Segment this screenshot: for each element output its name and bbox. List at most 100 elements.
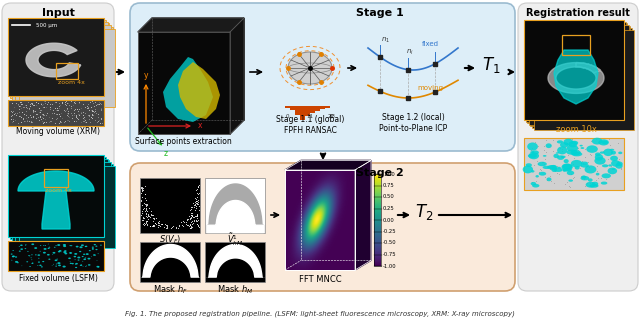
Ellipse shape bbox=[11, 260, 12, 261]
Ellipse shape bbox=[610, 156, 618, 161]
Ellipse shape bbox=[602, 164, 608, 167]
Bar bbox=[13, 161, 109, 242]
Ellipse shape bbox=[63, 251, 67, 253]
Bar bbox=[138, 32, 230, 134]
Ellipse shape bbox=[531, 182, 536, 185]
Ellipse shape bbox=[568, 141, 577, 147]
Bar bbox=[315, 106, 320, 111]
Text: Stage 2: Stage 2 bbox=[356, 168, 404, 178]
Text: 11: 11 bbox=[306, 113, 313, 119]
Ellipse shape bbox=[89, 250, 91, 251]
Ellipse shape bbox=[77, 256, 81, 258]
Ellipse shape bbox=[44, 248, 47, 250]
Bar bbox=[17, 27, 113, 105]
Ellipse shape bbox=[58, 262, 61, 264]
Ellipse shape bbox=[63, 244, 66, 246]
Ellipse shape bbox=[100, 245, 102, 246]
Bar bbox=[310, 106, 315, 113]
Ellipse shape bbox=[563, 139, 573, 146]
Ellipse shape bbox=[81, 244, 84, 246]
Polygon shape bbox=[138, 18, 244, 32]
Bar bbox=[562, 35, 590, 55]
Bar bbox=[531, 26, 630, 126]
Text: 1.00: 1.00 bbox=[383, 172, 395, 176]
Ellipse shape bbox=[95, 249, 97, 250]
Bar bbox=[300, 106, 305, 120]
Ellipse shape bbox=[40, 245, 42, 246]
Ellipse shape bbox=[25, 245, 26, 246]
Bar bbox=[525, 21, 626, 122]
Ellipse shape bbox=[79, 251, 81, 252]
Ellipse shape bbox=[31, 263, 33, 264]
Ellipse shape bbox=[47, 254, 50, 255]
Ellipse shape bbox=[20, 244, 23, 246]
Polygon shape bbox=[548, 63, 604, 93]
Ellipse shape bbox=[580, 162, 588, 165]
Ellipse shape bbox=[554, 168, 563, 172]
Text: 0.75: 0.75 bbox=[383, 183, 395, 188]
Bar bbox=[320, 106, 325, 109]
Bar bbox=[15, 25, 111, 103]
Text: -1.00: -1.00 bbox=[383, 264, 397, 268]
Ellipse shape bbox=[47, 248, 50, 249]
Ellipse shape bbox=[76, 246, 79, 247]
Ellipse shape bbox=[92, 248, 94, 249]
Ellipse shape bbox=[88, 258, 90, 260]
Ellipse shape bbox=[70, 245, 72, 246]
Ellipse shape bbox=[49, 247, 51, 248]
Ellipse shape bbox=[17, 262, 19, 263]
Ellipse shape bbox=[12, 250, 14, 251]
Ellipse shape bbox=[580, 145, 583, 147]
Ellipse shape bbox=[52, 254, 53, 255]
Ellipse shape bbox=[592, 182, 598, 186]
Text: Moving volume (XRM): Moving volume (XRM) bbox=[16, 126, 100, 136]
Bar bbox=[529, 25, 628, 125]
Ellipse shape bbox=[616, 162, 623, 166]
Ellipse shape bbox=[56, 259, 58, 260]
Ellipse shape bbox=[598, 139, 609, 146]
Bar bbox=[8, 100, 104, 126]
Ellipse shape bbox=[580, 147, 584, 149]
Ellipse shape bbox=[92, 247, 94, 248]
Ellipse shape bbox=[288, 52, 332, 84]
Ellipse shape bbox=[74, 256, 76, 257]
Ellipse shape bbox=[86, 253, 89, 255]
Ellipse shape bbox=[63, 266, 66, 267]
Bar bbox=[140, 242, 200, 282]
Ellipse shape bbox=[557, 167, 561, 169]
Text: Mask $h_M$: Mask $h_M$ bbox=[217, 284, 253, 296]
Text: 0.25: 0.25 bbox=[383, 206, 395, 211]
Ellipse shape bbox=[557, 155, 564, 160]
Ellipse shape bbox=[43, 245, 44, 246]
Bar bbox=[10, 157, 106, 239]
Ellipse shape bbox=[611, 160, 620, 167]
FancyBboxPatch shape bbox=[130, 163, 515, 291]
Text: 22: 22 bbox=[328, 113, 335, 119]
Ellipse shape bbox=[563, 169, 566, 172]
Bar bbox=[527, 23, 627, 123]
Ellipse shape bbox=[601, 182, 607, 185]
FancyBboxPatch shape bbox=[2, 3, 114, 291]
Polygon shape bbox=[285, 161, 371, 170]
Ellipse shape bbox=[572, 152, 582, 156]
Ellipse shape bbox=[595, 152, 600, 156]
Polygon shape bbox=[355, 161, 371, 270]
Ellipse shape bbox=[93, 244, 96, 245]
Polygon shape bbox=[18, 171, 94, 229]
Ellipse shape bbox=[523, 165, 533, 173]
Ellipse shape bbox=[566, 150, 577, 155]
Ellipse shape bbox=[560, 142, 569, 148]
Ellipse shape bbox=[568, 179, 573, 182]
Ellipse shape bbox=[41, 266, 43, 267]
Ellipse shape bbox=[529, 152, 539, 159]
Polygon shape bbox=[163, 57, 213, 122]
Ellipse shape bbox=[11, 254, 13, 255]
Ellipse shape bbox=[77, 259, 79, 261]
Ellipse shape bbox=[564, 159, 569, 163]
Ellipse shape bbox=[85, 266, 86, 267]
Ellipse shape bbox=[83, 258, 86, 260]
Ellipse shape bbox=[592, 138, 602, 145]
Ellipse shape bbox=[29, 255, 30, 256]
Text: Stage 1.1 (global)
FPFH RANSAC: Stage 1.1 (global) FPFH RANSAC bbox=[276, 115, 344, 135]
Ellipse shape bbox=[79, 246, 83, 248]
